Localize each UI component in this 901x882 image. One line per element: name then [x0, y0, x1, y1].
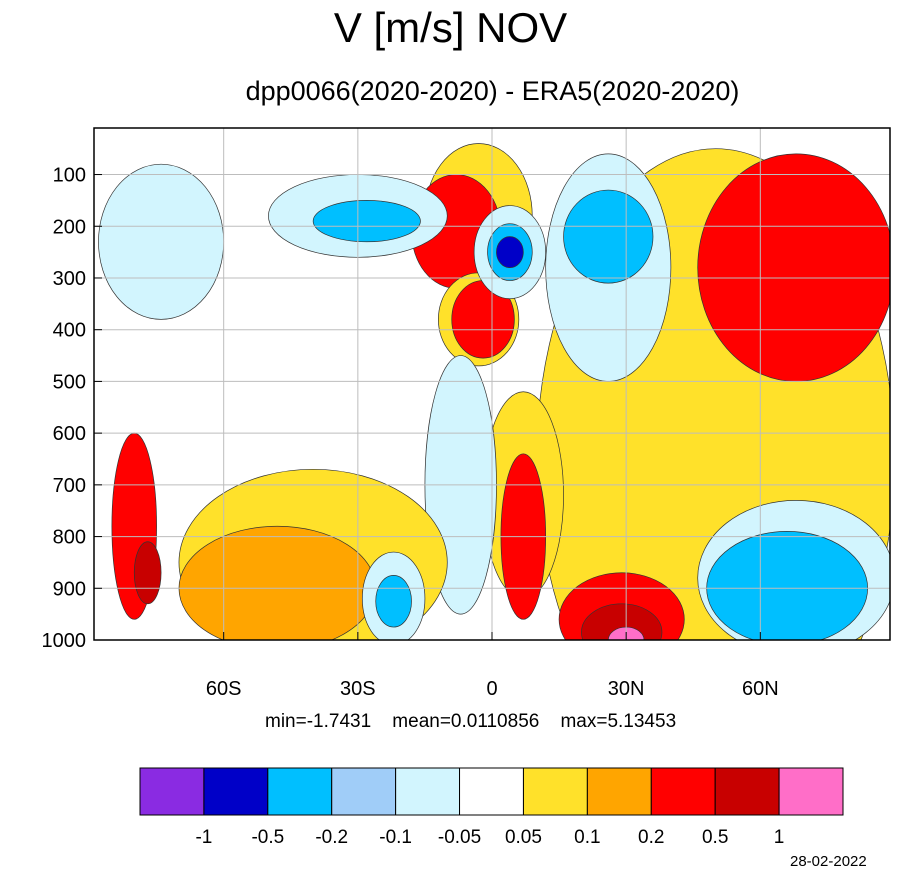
- x-tick-label-1: 30S: [340, 678, 376, 700]
- stat-mean-value: 0.0110856: [450, 711, 540, 732]
- contour-field: [98, 143, 890, 640]
- stats-line: min=-1.7431 mean=0.0110856 max=5.13453: [265, 711, 676, 733]
- contour-region-10: [563, 189, 654, 284]
- colorbar-box-4: [395, 767, 461, 816]
- axis-ticks: 100 200 300 400 500 600 700 800 900 1000 60S 30S 0 30…: [42, 165, 779, 700]
- stat-min-label: min=: [265, 711, 307, 732]
- x-tick-label-2: 0: [486, 678, 497, 700]
- x-tick-label-3: 30N: [608, 678, 645, 700]
- chart-title: V [m/s] NOV: [333, 4, 568, 51]
- colorbar-box-7: [586, 767, 652, 816]
- contour-region-12: [312, 200, 421, 243]
- colorbar-label-6: 0.1: [574, 827, 600, 848]
- colorbar-box-8: [650, 767, 716, 816]
- y-tick-label-0: 100: [53, 165, 86, 187]
- stat-max-label: max=: [560, 711, 608, 732]
- colorbar-box-3: [331, 767, 397, 816]
- colorbar-label-4: -0.05: [438, 827, 481, 848]
- colorbar: -1 -0.5 -0.2 -0.1 -0.05 0.05 0.1 0.2 0.5 1: [139, 767, 844, 848]
- date-stamp: 28-02-2022: [790, 853, 867, 870]
- colorbar-label-9: 1: [774, 827, 785, 848]
- contour-region-27: [133, 541, 162, 605]
- contour-region-20: [581, 603, 663, 640]
- y-tick-label-4: 500: [53, 371, 86, 393]
- x-tick-label-0: 60S: [206, 678, 242, 700]
- colorbar-label-0: -1: [195, 827, 212, 848]
- y-tick-label-7: 800: [53, 527, 86, 549]
- colorbar-label-1: -0.5: [251, 827, 284, 848]
- contour-region-1: [697, 153, 890, 382]
- y-tick-label-9: 1000: [42, 630, 87, 652]
- colorbar-label-2: -0.2: [315, 827, 348, 848]
- colorbar-label-7: 0.2: [638, 827, 664, 848]
- y-tick-label-2: 300: [53, 268, 86, 290]
- contour-region-25: [375, 575, 412, 628]
- stat-min-value: -1.7431: [306, 711, 372, 732]
- colorbar-box-0: [139, 767, 205, 816]
- stat-mean-label: mean=: [392, 711, 451, 732]
- colorbar-box-6: [522, 767, 588, 816]
- grid-lines: [94, 128, 890, 640]
- colorbar-box-5: [459, 767, 524, 816]
- colorbar-box-2: [267, 767, 333, 816]
- y-tick-label-6: 700: [53, 475, 86, 497]
- contour-region-8: [496, 236, 524, 268]
- x-tick-label-4: 60N: [742, 678, 779, 700]
- y-tick-label-5: 600: [53, 423, 86, 445]
- colorbar-box-1: [203, 767, 269, 816]
- colorbar-label-8: 0.5: [702, 827, 728, 848]
- stat-max-value: 5.13453: [607, 711, 677, 732]
- chart-subtitle: dpp0066(2020-2020) - ERA5(2020-2020): [245, 76, 740, 106]
- contour-region-13: [98, 163, 225, 320]
- colorbar-label-5: 0.05: [505, 827, 542, 848]
- colorbar-box-10: [778, 767, 844, 816]
- y-tick-label-3: 400: [53, 320, 86, 342]
- colorbar-label-3: -0.1: [379, 827, 412, 848]
- y-tick-label-8: 900: [53, 578, 86, 600]
- y-tick-label-1: 200: [53, 216, 86, 238]
- colorbar-box-9: [714, 767, 780, 816]
